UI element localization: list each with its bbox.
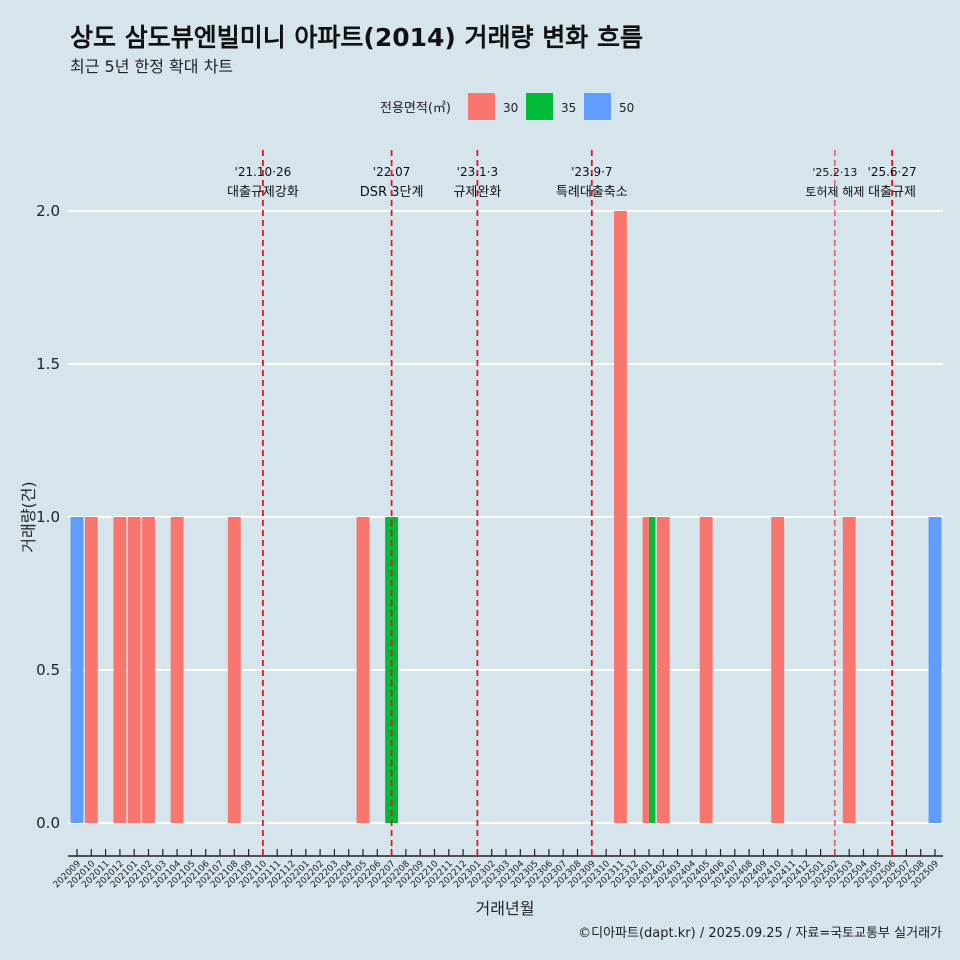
legend-title: 전용면적(㎡): [380, 101, 451, 116]
bar-202402-30: [656, 517, 670, 823]
bar-202101-30: [127, 517, 141, 823]
legend-swatch-30: [468, 93, 495, 120]
y-tick-label: 0.5: [36, 661, 60, 679]
bar-202108-30: [227, 517, 241, 823]
bar-202012-30: [113, 517, 127, 823]
event-date: '22.07: [373, 165, 411, 179]
bar-202401-35: [649, 517, 656, 823]
bar-202205-30: [356, 517, 370, 823]
bar-202401-30: [642, 517, 649, 823]
bar-202010-30: [84, 517, 98, 823]
event-label: 토허제 해제: [805, 185, 864, 199]
y-tick-label: 0.0: [36, 814, 60, 832]
legend-label: 30: [503, 101, 518, 115]
bar-202405-30: [699, 517, 713, 823]
x-axis-title: 거래년월: [476, 899, 535, 918]
legend-swatch-50: [584, 93, 611, 120]
bar-202104-30: [170, 517, 184, 823]
y-axis-title: 거래량(건): [19, 481, 38, 552]
chart-subtitle: 최근 5년 한정 확대 차트: [70, 57, 234, 76]
bar-202102-30: [142, 517, 155, 823]
event-date: '21.10·26: [235, 165, 292, 179]
legend-label: 50: [619, 101, 634, 115]
bar-202311-30: [613, 211, 627, 823]
bar-202509-50: [928, 517, 942, 823]
bar-202009-50: [70, 517, 84, 823]
y-tick-label: 1.5: [36, 355, 60, 373]
event-date: '25.2·13: [812, 166, 857, 179]
event-date: '25.6·27: [868, 165, 917, 179]
y-tick-label: 2.0: [36, 202, 60, 220]
y-tick-label: 1.0: [36, 508, 60, 526]
bar-202503-30: [842, 517, 856, 823]
event-date: '23.1·3: [457, 165, 498, 179]
bar-202410-30: [771, 517, 785, 823]
legend-label: 35: [561, 101, 576, 115]
caption: ©디아파트(dapt.kr) / 2025.09.25 / 자료=국토교통부 실…: [578, 926, 942, 941]
event-label: 대출규제강화: [227, 185, 299, 200]
chart-title: 상도 삼도뷰엔빌미니 아파트(2014) 거래량 변화 흐름: [70, 23, 643, 52]
event-label: DSR 3단계: [360, 185, 424, 200]
legend-swatch-35: [526, 93, 553, 120]
event-label: 대출규제: [868, 185, 916, 200]
event-date: '23.9·7: [571, 165, 612, 179]
event-label: 규제완화: [453, 185, 501, 200]
event-label: 특례대출축소: [556, 185, 628, 200]
